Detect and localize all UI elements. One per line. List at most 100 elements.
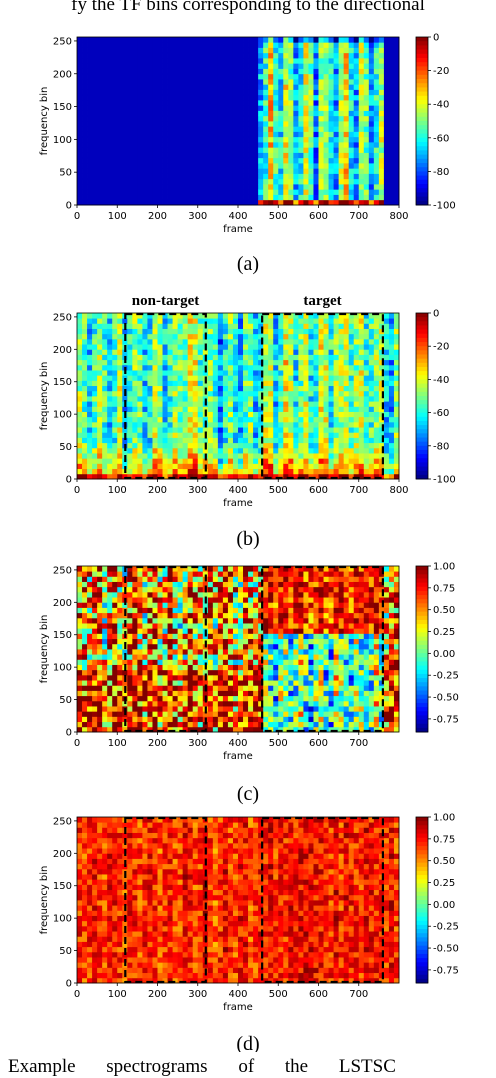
heatmap-cell bbox=[168, 706, 173, 712]
heatmap-cell bbox=[303, 105, 308, 111]
heatmap-cell bbox=[278, 158, 283, 164]
heatmap-cell bbox=[218, 111, 223, 117]
heatmap-cell bbox=[243, 58, 248, 64]
heatmap-cell bbox=[213, 121, 218, 127]
heatmap-cell bbox=[82, 628, 87, 634]
heatmap-cell bbox=[303, 380, 308, 386]
heatmap-cell bbox=[364, 84, 369, 90]
heatmap-cell bbox=[152, 701, 157, 707]
heatmap-cell bbox=[152, 623, 157, 629]
heatmap-cell bbox=[77, 696, 82, 702]
heatmap-cell bbox=[117, 566, 122, 572]
heatmap-cell bbox=[102, 142, 107, 148]
heatmap-cell bbox=[173, 722, 178, 728]
heatmap-cell bbox=[188, 179, 193, 185]
heatmap-cell bbox=[97, 48, 102, 54]
heatmap-cell bbox=[188, 422, 193, 428]
heatmap-cell bbox=[173, 592, 178, 598]
heatmap-cell bbox=[102, 84, 107, 90]
heatmap-cell bbox=[183, 654, 188, 660]
heatmap-cell bbox=[283, 121, 288, 127]
heatmap-cell bbox=[218, 137, 223, 143]
heatmap-cell bbox=[243, 74, 248, 80]
heatmap-cell bbox=[117, 696, 122, 702]
heatmap-cell bbox=[303, 79, 308, 85]
heatmap-cell bbox=[193, 116, 198, 122]
heatmap-cell bbox=[364, 69, 369, 75]
heatmap-cell bbox=[122, 95, 127, 101]
heatmap-cell bbox=[97, 582, 102, 588]
heatmap-cell bbox=[233, 121, 238, 127]
heatmap-cell bbox=[354, 163, 359, 169]
heatmap-cell bbox=[112, 665, 117, 671]
heatmap-cell bbox=[117, 334, 122, 340]
heatmap-cell bbox=[313, 121, 318, 127]
heatmap-cell bbox=[142, 401, 147, 407]
heatmap-cell bbox=[293, 158, 298, 164]
heatmap-cell bbox=[238, 458, 243, 464]
heatmap-cell bbox=[97, 323, 102, 329]
heatmap-cell bbox=[313, 339, 318, 345]
y-tick-label: 0 bbox=[66, 201, 72, 212]
heatmap-cell bbox=[193, 84, 198, 90]
heatmap-cell bbox=[152, 644, 157, 650]
heatmap-cell bbox=[92, 69, 97, 75]
heatmap-cell bbox=[379, 48, 384, 54]
heatmap-cell bbox=[263, 334, 268, 340]
heatmap-cell bbox=[253, 463, 258, 469]
heatmap-cell bbox=[77, 659, 82, 665]
heatmap-cell bbox=[168, 680, 173, 686]
heatmap-cell bbox=[308, 53, 313, 59]
heatmap-cell bbox=[283, 158, 288, 164]
heatmap-cell bbox=[329, 174, 334, 180]
heatmap-cell bbox=[288, 137, 293, 143]
heatmap-cell bbox=[168, 443, 173, 449]
heatmap-cell bbox=[384, 438, 389, 444]
heatmap-cell bbox=[112, 344, 117, 350]
heatmap-cell bbox=[112, 639, 117, 645]
heatmap-cell bbox=[379, 90, 384, 96]
heatmap-cell bbox=[137, 722, 142, 728]
heatmap-cell bbox=[238, 116, 243, 122]
heatmap-cell bbox=[132, 675, 137, 681]
heatmap-cell bbox=[354, 79, 359, 85]
heatmap-cell bbox=[208, 380, 213, 386]
heatmap-cell bbox=[349, 412, 354, 418]
heatmap-cell bbox=[293, 396, 298, 402]
heatmap-cell bbox=[178, 386, 183, 392]
heatmap-cell bbox=[97, 168, 102, 174]
heatmap-cell bbox=[97, 365, 102, 371]
heatmap-cell bbox=[173, 623, 178, 629]
heatmap-cell bbox=[203, 105, 208, 111]
heatmap-cell bbox=[213, 329, 218, 335]
heatmap-cell bbox=[233, 137, 238, 143]
heatmap-cell bbox=[389, 323, 394, 329]
heatmap-cell bbox=[158, 602, 163, 608]
heatmap-cell bbox=[193, 147, 198, 153]
heatmap-cell bbox=[293, 163, 298, 169]
heatmap-cell bbox=[87, 618, 92, 624]
heatmap-cell bbox=[288, 95, 293, 101]
heatmap-cell bbox=[243, 105, 248, 111]
heatmap-cell bbox=[273, 53, 278, 59]
heatmap-cell bbox=[384, 365, 389, 371]
heatmap-cell bbox=[97, 116, 102, 122]
heatmap-cell bbox=[102, 121, 107, 127]
heatmap-cell bbox=[248, 370, 253, 376]
heatmap-cell bbox=[92, 680, 97, 686]
heatmap-cell bbox=[283, 417, 288, 423]
heatmap-cell bbox=[218, 355, 223, 361]
heatmap-cell bbox=[173, 79, 178, 85]
heatmap-cell bbox=[278, 443, 283, 449]
heatmap-cell bbox=[168, 417, 173, 423]
heatmap-cell bbox=[313, 417, 318, 423]
heatmap-cell bbox=[142, 463, 147, 469]
heatmap-cell bbox=[107, 685, 112, 691]
heatmap-cell bbox=[278, 334, 283, 340]
heatmap-cell bbox=[324, 386, 329, 392]
heatmap-cell bbox=[183, 722, 188, 728]
heatmap-cell bbox=[158, 195, 163, 201]
heatmap-cell bbox=[132, 153, 137, 159]
heatmap-cell bbox=[268, 318, 273, 324]
heatmap-cell bbox=[112, 200, 117, 206]
